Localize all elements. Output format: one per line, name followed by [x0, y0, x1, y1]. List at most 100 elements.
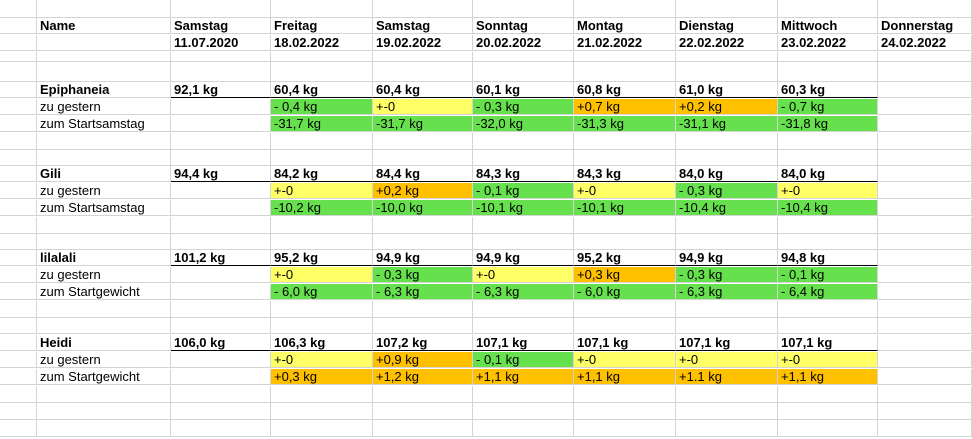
empty-cell[interactable]	[473, 403, 574, 420]
empty-cell[interactable]	[676, 52, 778, 62]
daily-change-cell[interactable]: - 0,3 kg	[676, 183, 778, 199]
empty-cell[interactable]	[171, 318, 271, 334]
person-name[interactable]: Epiphaneia	[37, 82, 171, 98]
total-change-cell[interactable]: - 6,3 kg	[676, 284, 778, 300]
daily-change-cell[interactable]: +-0	[271, 183, 373, 199]
empty-cell[interactable]	[0, 250, 37, 266]
empty-cell[interactable]	[373, 133, 473, 150]
total-change-cell[interactable]: +1,1 kg	[574, 369, 676, 385]
total-change-cell[interactable]	[171, 116, 271, 132]
empty-cell[interactable]	[373, 217, 473, 234]
empty-cell[interactable]	[373, 62, 473, 82]
empty-cell[interactable]	[473, 386, 574, 403]
empty-cell[interactable]	[574, 62, 676, 82]
total-change-cell[interactable]: -31,8 kg	[778, 116, 878, 132]
daily-change-cell[interactable]: +-0	[574, 352, 676, 368]
total-change-cell[interactable]	[878, 116, 972, 132]
empty-cell[interactable]	[271, 420, 373, 437]
empty-cell[interactable]	[0, 62, 37, 82]
empty-cell[interactable]	[373, 52, 473, 62]
empty-cell[interactable]	[676, 301, 778, 318]
total-change-cell[interactable]: -31,1 kg	[676, 116, 778, 132]
empty-cell[interactable]	[473, 0, 574, 18]
daily-change-cell[interactable]: +-0	[271, 267, 373, 283]
empty-cell[interactable]	[373, 403, 473, 420]
empty-cell[interactable]	[574, 420, 676, 437]
empty-cell[interactable]	[574, 403, 676, 420]
empty-cell[interactable]	[0, 0, 37, 18]
total-change-cell[interactable]: - 6,3 kg	[473, 284, 574, 300]
total-change-cell[interactable]	[878, 200, 972, 216]
empty-cell[interactable]	[0, 82, 37, 98]
total-change-cell[interactable]: -10,1 kg	[473, 200, 574, 216]
daily-change-cell[interactable]: - 0,1 kg	[473, 183, 574, 199]
header-day[interactable]: Dienstag	[676, 18, 778, 34]
empty-cell[interactable]	[0, 18, 37, 34]
empty-cell[interactable]	[0, 301, 37, 318]
empty-cell[interactable]	[574, 234, 676, 250]
daily-change-cell[interactable]: - 0,4 kg	[271, 99, 373, 115]
weight-cell[interactable]: 106,0 kg	[171, 335, 271, 351]
header-day[interactable]: Montag	[574, 18, 676, 34]
empty-cell[interactable]	[37, 386, 171, 403]
empty-cell[interactable]	[676, 133, 778, 150]
row-label[interactable]: zum Startsamstag	[37, 200, 171, 216]
empty-cell[interactable]	[473, 234, 574, 250]
empty-cell[interactable]	[271, 52, 373, 62]
empty-cell[interactable]	[878, 217, 972, 234]
header-date[interactable]: 19.02.2022	[373, 35, 473, 51]
weight-cell[interactable]: 94,8 kg	[778, 250, 878, 266]
empty-cell[interactable]	[373, 0, 473, 18]
header-day[interactable]: Donnerstag	[878, 18, 972, 34]
empty-cell[interactable]	[574, 52, 676, 62]
empty-cell[interactable]	[271, 150, 373, 166]
empty-cell[interactable]	[878, 150, 972, 166]
empty-cell[interactable]	[0, 403, 37, 420]
daily-change-cell[interactable]: +-0	[676, 352, 778, 368]
empty-cell[interactable]	[878, 301, 972, 318]
empty-cell[interactable]	[373, 301, 473, 318]
weight-cell[interactable]: 60,1 kg	[473, 82, 574, 98]
row-label[interactable]: zum Startgewicht	[37, 284, 171, 300]
person-name[interactable]: Heidi	[37, 335, 171, 351]
total-change-cell[interactable]: - 6,0 kg	[271, 284, 373, 300]
empty-cell[interactable]	[778, 52, 878, 62]
empty-cell[interactable]	[473, 301, 574, 318]
empty-cell[interactable]	[0, 35, 37, 51]
header-name[interactable]: Name	[37, 18, 171, 34]
empty-cell[interactable]	[0, 420, 37, 437]
empty-cell[interactable]	[373, 318, 473, 334]
total-change-cell[interactable]: -10,0 kg	[373, 200, 473, 216]
empty-cell[interactable]	[37, 133, 171, 150]
empty-cell[interactable]	[373, 420, 473, 437]
weight-cell[interactable]: 60,3 kg	[778, 82, 878, 98]
empty-cell[interactable]	[171, 150, 271, 166]
weight-cell[interactable]: 107,2 kg	[373, 335, 473, 351]
empty-cell[interactable]	[574, 386, 676, 403]
empty-cell[interactable]	[878, 133, 972, 150]
empty-cell[interactable]	[0, 166, 37, 182]
empty-cell[interactable]	[271, 0, 373, 18]
weight-cell[interactable]: 107,1 kg	[473, 335, 574, 351]
weight-cell[interactable]: 107,1 kg	[778, 335, 878, 351]
empty-cell[interactable]	[778, 403, 878, 420]
empty-cell[interactable]	[37, 62, 171, 82]
daily-change-cell[interactable]: - 0,3 kg	[473, 99, 574, 115]
empty-cell[interactable]	[574, 217, 676, 234]
total-change-cell[interactable]: -10,2 kg	[271, 200, 373, 216]
daily-change-cell[interactable]	[171, 267, 271, 283]
empty-cell[interactable]	[878, 420, 972, 437]
person-name[interactable]: Gili	[37, 166, 171, 182]
empty-cell[interactable]	[778, 62, 878, 82]
empty-cell[interactable]	[0, 217, 37, 234]
empty-cell[interactable]	[0, 150, 37, 166]
total-change-cell[interactable]: -31,7 kg	[271, 116, 373, 132]
empty-cell[interactable]	[37, 217, 171, 234]
total-change-cell[interactable]	[878, 369, 972, 385]
empty-cell[interactable]	[0, 386, 37, 403]
total-change-cell[interactable]: -32,0 kg	[473, 116, 574, 132]
empty-cell[interactable]	[0, 318, 37, 334]
header-day[interactable]: Sonntag	[473, 18, 574, 34]
total-change-cell[interactable]: - 6,4 kg	[778, 284, 878, 300]
weight-cell[interactable]: 60,4 kg	[373, 82, 473, 98]
